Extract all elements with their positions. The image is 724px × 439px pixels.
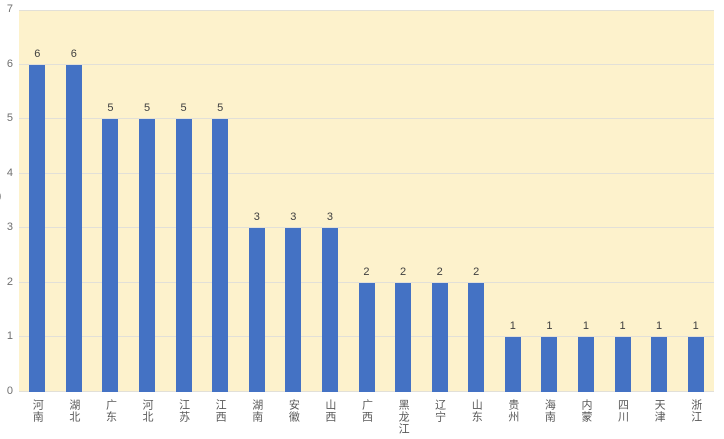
value-label-天津: 1 — [656, 320, 663, 333]
value-label-山东: 2 — [473, 265, 480, 278]
bar-广东 — [102, 119, 119, 392]
x-label-湖南: 湖南 — [250, 399, 263, 423]
x-label-山东: 山东 — [470, 399, 483, 423]
gridline-y-7 — [19, 10, 714, 11]
bar-湖北 — [65, 64, 82, 392]
bar-辽宁 — [431, 282, 448, 392]
x-label-海南: 海南 — [543, 399, 556, 423]
x-label-安徽: 安徽 — [287, 399, 300, 423]
value-label-山西: 3 — [326, 211, 333, 224]
gridline-y-6 — [19, 63, 714, 65]
y-tick-label-5: 5 — [6, 112, 13, 125]
bar-河南 — [29, 64, 46, 392]
x-label-湖北: 湖北 — [67, 399, 80, 423]
x-label-黑龙江: 黑龙江 — [397, 399, 410, 435]
bar-四川 — [614, 337, 631, 392]
x-label-山西: 山西 — [323, 399, 336, 423]
bar-江苏 — [175, 119, 192, 392]
bar-黑龙江 — [395, 282, 412, 392]
plot-area — [19, 10, 714, 392]
value-label-江西: 5 — [217, 102, 224, 115]
value-label-河北: 5 — [143, 102, 151, 115]
x-label-天津: 天津 — [653, 399, 666, 423]
x-label-广东: 广东 — [104, 399, 117, 423]
x-label-贵州: 贵州 — [506, 399, 519, 423]
y-tick-label-2: 2 — [6, 275, 13, 288]
x-label-四川: 四川 — [616, 399, 629, 423]
y-tick-label-1: 1 — [6, 330, 13, 343]
x-label-广西: 广西 — [360, 399, 373, 423]
value-label-辽宁: 2 — [436, 265, 443, 278]
bar-广西 — [358, 282, 375, 392]
bar-海南 — [541, 337, 558, 392]
y-tick-label-6: 6 — [6, 57, 13, 70]
x-label-江西: 江西 — [214, 399, 227, 423]
x-label-浙江: 浙江 — [689, 399, 702, 423]
gridline-y-3 — [19, 227, 714, 229]
value-label-广西: 2 — [363, 265, 370, 278]
bar-山东 — [468, 282, 485, 392]
value-label-湖北: 6 — [70, 47, 77, 60]
value-label-湖南: 3 — [253, 211, 260, 224]
value-label-贵州: 1 — [509, 320, 516, 333]
value-label-江苏: 5 — [180, 102, 187, 115]
x-label-江苏: 江苏 — [177, 399, 190, 423]
value-label-安徽: 3 — [290, 211, 297, 224]
y-tick-label-7: 7 — [6, 3, 13, 15]
value-label-广东: 5 — [107, 102, 114, 115]
y-tick-label-3: 3 — [6, 221, 13, 234]
value-label-浙江: 1 — [692, 320, 699, 333]
value-label-黑龙江: 2 — [400, 265, 407, 278]
gridline-y-4 — [19, 172, 714, 174]
x-label-河南: 河南 — [31, 399, 44, 423]
clipped-y-axis-text: 0 — [0, 189, 1, 204]
x-label-河北: 河北 — [141, 399, 154, 423]
x-label-辽宁: 辽宁 — [433, 399, 446, 423]
x-label-内蒙: 内蒙 — [579, 399, 592, 423]
bar-山西 — [321, 228, 338, 392]
gridline-y-5 — [19, 118, 714, 120]
value-label-内蒙: 1 — [582, 320, 590, 333]
bar-浙江 — [687, 337, 704, 392]
value-label-海南: 1 — [546, 320, 553, 333]
value-label-四川: 1 — [619, 320, 626, 333]
bar-江西 — [212, 119, 229, 392]
bar-安徽 — [285, 228, 302, 392]
bar-湖南 — [248, 228, 265, 392]
gridline-y-2 — [19, 281, 714, 283]
bar-天津 — [651, 337, 668, 392]
bar-内蒙 — [577, 337, 594, 392]
value-label-河南: 6 — [34, 47, 41, 60]
y-tick-label-4: 4 — [6, 166, 13, 179]
y-tick-label-0: 0 — [6, 385, 13, 397]
bar-河北 — [139, 119, 156, 392]
bar-贵州 — [504, 337, 521, 392]
